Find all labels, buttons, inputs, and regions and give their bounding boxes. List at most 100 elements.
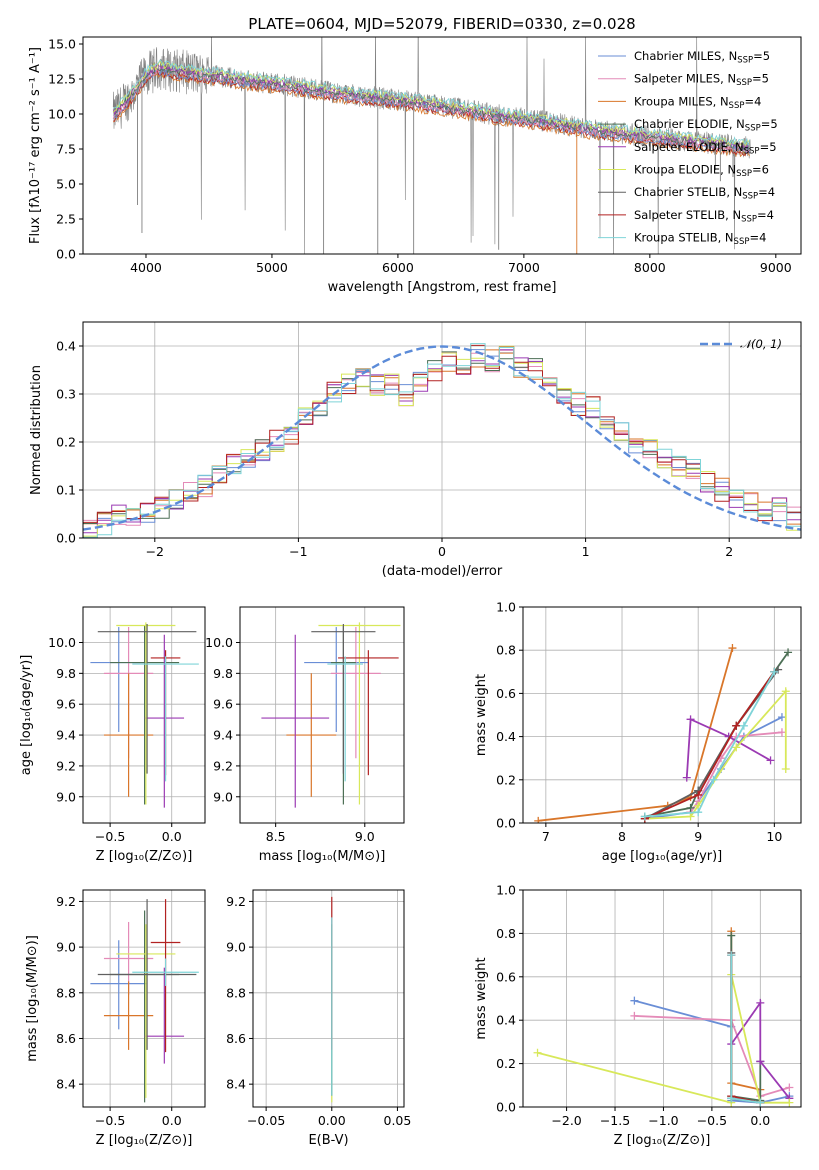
- axes-age-vs-mass: 8.5 9.0 9.0 9.2 9.4 9.6 9.8 10.0 mass [log₁₀(M/M…: [205, 606, 405, 864]
- x-tick-label: 7: [542, 829, 550, 844]
- series-marker: [777, 713, 786, 722]
- y-tick-label: 8.6: [56, 1031, 76, 1046]
- plot-area: [90, 622, 199, 808]
- x-tick-label: 5000: [256, 260, 288, 275]
- axes-frame: [239, 606, 405, 824]
- series-kroupa-stelib: [727, 951, 765, 1107]
- y-tick-label: 0.6: [496, 686, 516, 701]
- errorbar-point: [116, 622, 176, 805]
- y-tick-label: 0.0: [56, 247, 76, 262]
- series-marker: [770, 667, 779, 676]
- series-marker: [784, 648, 793, 657]
- x-tick-label: 1: [582, 544, 590, 559]
- legend-label: Chabrier STELIB, NSSP=4: [634, 185, 775, 202]
- y-tick-label: 9.0: [56, 940, 76, 955]
- axes-age-vs-Z: −0.5 0.0 9.0 9.2 9.4 9.6 9.8 10.0 Z [log₁₀(Z/Z⊙)…: [19, 606, 206, 864]
- errorbar-point: [90, 940, 148, 1030]
- y-tick-label: 0.2: [56, 435, 76, 450]
- y-tick-label: 0.4: [496, 1013, 516, 1028]
- legend-label: Salpeter MILES, NSSP=5: [634, 72, 769, 89]
- x-tick-label: 10: [766, 829, 782, 844]
- series-marker: [785, 1083, 794, 1092]
- y-tick-label: 9.4: [56, 728, 76, 743]
- series-chabrier-stelib: [640, 665, 783, 823]
- series-kroupa-stelib: [640, 667, 779, 821]
- ticks: 7 8 9 10 0.0 0.2 0.4 0.6 0.8 1.0: [496, 600, 782, 845]
- ticks: −0.5 0.0 9.0 9.2 9.4 9.6 9.8 10.0: [48, 635, 182, 844]
- model-spectrum-salpeter-elodie: [112, 63, 750, 150]
- histogram-salpeter-stelib: [83, 344, 801, 523]
- errorbar-point: [261, 634, 330, 808]
- x-tick-label: 8000: [634, 260, 666, 275]
- ticks: −2 −1 0 1 2 0.0 0.1 0.2 0.3 0.4: [56, 339, 733, 560]
- series-line: [644, 669, 779, 820]
- plot-area: [534, 644, 793, 823]
- y-tick-label: 9.2: [56, 894, 76, 909]
- axes-spectrum: 4000 5000 6000 7000 8000 9000 0.0 2.5 5.0 7.5 10.0…: [28, 15, 802, 295]
- legend: 𝒩(0, 1): [700, 337, 782, 351]
- y-tick-label: 15.0: [48, 37, 76, 52]
- y-axis-label: mass [log₁₀(M/M⊙)]: [25, 935, 40, 1062]
- y-tick-label: 8.4: [226, 1077, 246, 1092]
- x-tick-label: 0: [438, 544, 446, 559]
- y-tick-label: 9.0: [56, 789, 76, 804]
- errorbar-point: [330, 627, 381, 759]
- errorbar-point: [110, 625, 180, 805]
- series-salpeter-miles: [630, 1011, 794, 1101]
- series-line: [730, 999, 791, 1099]
- x-axis-label: Z [log₁₀(Z/Z⊙)]: [614, 1133, 711, 1148]
- y-axis-label: age [log₁₀(age/yr)]: [19, 655, 34, 776]
- axes-mass-vs-ebv: −0.05 0.00 0.05 8.4 8.6 8.8 9.0 9.2 E(B-V): [226, 889, 411, 1148]
- y-tick-label: 0.2: [496, 772, 516, 787]
- series-kroupa-miles: [727, 927, 765, 1094]
- x-tick-label: 9: [694, 829, 702, 844]
- series-marker: [728, 644, 737, 653]
- series-salpeter-elodie: [682, 715, 775, 782]
- x-axis-label: age [log₁₀(age/yr)]: [602, 849, 723, 864]
- observed-spectrum-line: [112, 37, 751, 254]
- legend: Chabrier MILES, NSSP=5 Salpeter MILES, NS…: [598, 49, 778, 247]
- y-tick-label: 2.5: [56, 212, 76, 227]
- chart-title: PLATE=0604, MJD=52079, FIBERID=0330, z=0…: [248, 15, 635, 33]
- series-line: [644, 688, 787, 820]
- x-tick-label: 8: [618, 829, 626, 844]
- model-spectrum-kroupa-stelib: [113, 59, 750, 146]
- y-tick-label: 8.6: [226, 1031, 246, 1046]
- series-marker: [766, 756, 775, 765]
- errorbar-point: [116, 924, 176, 1098]
- axes-frame: [82, 606, 206, 824]
- x-tick-label: 0.0: [162, 829, 182, 844]
- series-marker: [756, 1098, 765, 1107]
- x-tick-label: −2.0: [551, 1113, 581, 1128]
- series-marker: [533, 1048, 542, 1057]
- y-tick-label: 10.0: [205, 635, 233, 650]
- y-tick-label: 9.0: [213, 789, 233, 804]
- axes-frame: [82, 321, 802, 539]
- series-marker: [686, 715, 695, 724]
- x-axis-label: (data-model)/error: [382, 564, 503, 579]
- x-tick-label: −0.5: [697, 1113, 727, 1128]
- plot-area: [112, 37, 751, 254]
- y-tick-label: 8.4: [56, 1077, 76, 1092]
- x-axis-label: wavelength [Angstrom, rest frame]: [328, 280, 557, 295]
- x-tick-label: 9.0: [355, 829, 375, 844]
- series-marker: [785, 1098, 794, 1107]
- x-tick-label: 9000: [760, 260, 792, 275]
- axes-weight-vs-Z: −2.0 −1.5 −1.0 −0.5 0.0 0.0 0.2 0.4 0.6 0.8 1.0 Z […: [474, 883, 802, 1148]
- y-tick-label: 9.2: [226, 894, 246, 909]
- legend-label: 𝒩(0, 1): [740, 337, 782, 351]
- y-tick-label: 10.0: [48, 635, 76, 650]
- series-chabrier-elodie: [640, 648, 793, 821]
- series-marker: [781, 765, 790, 773]
- series-marker: [727, 951, 736, 960]
- y-tick-label: 1.0: [496, 600, 516, 615]
- axes-frame: [522, 889, 802, 1108]
- y-axis-label: mass weight: [474, 957, 489, 1039]
- errorbar-point: [286, 673, 337, 797]
- model-spectrum-salpeter-miles: [112, 66, 750, 153]
- series-line: [685, 717, 771, 778]
- series-marker: [682, 773, 691, 782]
- x-tick-label: −1: [289, 544, 307, 559]
- y-tick-label: 0.8: [496, 643, 516, 658]
